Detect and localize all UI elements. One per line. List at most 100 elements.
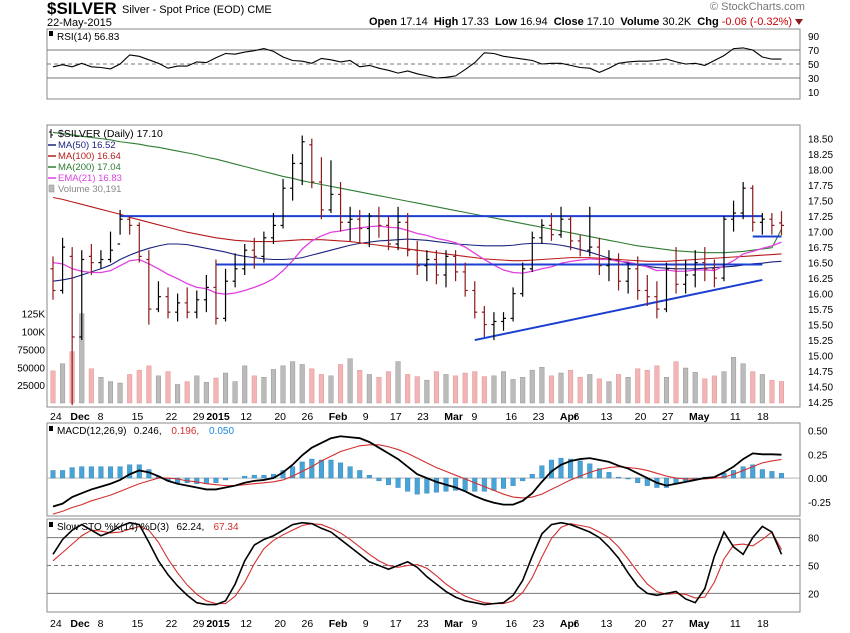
macd-histogram-bar xyxy=(60,470,66,479)
volume-value: 30.2K xyxy=(662,16,692,28)
volume-bar xyxy=(548,375,554,404)
price-tick-label-17.50: 17.50 xyxy=(808,197,833,208)
volume-bar xyxy=(721,371,727,404)
price-bar xyxy=(558,206,564,238)
price-bar xyxy=(731,200,737,232)
volume-bar xyxy=(280,365,286,404)
price-tick-label-17.00: 17.00 xyxy=(808,228,833,239)
volume-bar xyxy=(98,377,104,404)
volume-bar xyxy=(424,379,430,404)
volume-bar xyxy=(405,374,411,404)
sto-tick-label-20: 20 xyxy=(808,589,820,600)
volume-bar xyxy=(347,358,353,404)
macd-histogram-bar xyxy=(501,477,507,489)
price-legend-label: EMA(21) 16.83 xyxy=(58,173,122,184)
price-bar xyxy=(778,211,784,236)
sto-x-label: 13 xyxy=(601,618,613,630)
sto-legend-marker xyxy=(49,522,53,527)
macd-histogram-bar xyxy=(318,459,324,479)
price-bar xyxy=(184,287,190,319)
macd-histogram-bar xyxy=(472,477,478,492)
price-tick-label-14.50: 14.50 xyxy=(808,383,833,394)
macd-histogram-bar xyxy=(328,459,334,479)
price-bar xyxy=(60,237,66,294)
price-bar xyxy=(280,178,286,229)
volume-bar xyxy=(683,367,689,404)
volume-bar xyxy=(453,375,459,404)
price-bar xyxy=(759,213,765,235)
price-bar xyxy=(491,312,497,341)
volume-bar xyxy=(146,365,152,404)
volume-bar xyxy=(731,357,737,404)
sto-x-label: Mar xyxy=(444,618,463,630)
volume-bar xyxy=(175,384,181,404)
price-bar xyxy=(69,247,75,406)
price-bar xyxy=(261,231,267,263)
macd-line xyxy=(52,435,782,508)
sto-legend-part: Slow STO %K(14) %D(3) xyxy=(57,522,169,533)
volume-bar xyxy=(251,375,257,404)
volume-tick-label-25000: 25000 xyxy=(17,381,45,392)
price-x-label: 12 xyxy=(240,411,252,423)
price-x-label: 20 xyxy=(274,411,286,423)
volume-bar xyxy=(596,378,602,404)
volume-bar xyxy=(654,365,660,404)
macd-histogram-bar xyxy=(759,469,765,479)
volume-bar xyxy=(385,371,391,404)
macd-legend-part: MACD(12,26,9) xyxy=(57,426,126,437)
chg-value: -0.06 (-0.32%) xyxy=(721,16,793,28)
macd-histogram-bar xyxy=(366,474,372,479)
price-bar xyxy=(385,216,391,251)
volume-bar xyxy=(501,371,507,404)
macd-histogram-bar xyxy=(424,477,430,494)
price-bar xyxy=(117,209,123,245)
sto-x-label: Dec xyxy=(70,618,89,630)
price-bar xyxy=(635,256,641,300)
macd-histogram-bar xyxy=(778,473,784,479)
macd-histogram-bar xyxy=(510,477,516,486)
price-bar xyxy=(88,243,94,275)
price-bar xyxy=(711,259,717,288)
volume-bar xyxy=(529,369,535,404)
price-bar xyxy=(721,216,727,282)
volume-bar xyxy=(558,372,564,404)
price-bar xyxy=(357,209,363,244)
low-label: Low xyxy=(495,16,518,28)
volume-bar xyxy=(769,379,775,404)
volume-bar xyxy=(261,377,267,404)
price-bar xyxy=(108,231,114,263)
sto-tick-label-50: 50 xyxy=(808,562,820,573)
price-bar xyxy=(127,216,133,235)
macd-legend-part: 0.246, xyxy=(134,426,162,437)
macd-histogram-bar xyxy=(558,457,564,479)
price-bar xyxy=(548,213,554,241)
macd-histogram-bar xyxy=(539,465,545,479)
macd-tick-label-0.50: 0.50 xyxy=(808,427,828,438)
volume-bar xyxy=(232,381,238,404)
rsi-tick-label-50: 50 xyxy=(808,60,820,71)
volume-tick-label-75000: 75000 xyxy=(17,345,45,356)
macd-histogram-bar xyxy=(577,460,583,479)
price-x-label: 15 xyxy=(132,411,144,423)
volume-bar xyxy=(60,363,66,404)
sto-legend-part: 62.24, xyxy=(177,522,205,533)
sto-k-line xyxy=(52,521,783,606)
price-bar xyxy=(769,213,775,235)
price-bar xyxy=(290,154,296,201)
macd-histogram-bar xyxy=(405,477,411,492)
down-arrow-icon xyxy=(795,19,804,26)
volume-bar xyxy=(663,377,669,404)
price-bar xyxy=(242,243,248,275)
price-bar xyxy=(587,206,593,257)
price-x-label: 16 xyxy=(505,411,517,423)
ema21-line xyxy=(52,225,782,295)
price-x-label: 9 xyxy=(363,411,369,423)
price-tick-label-18.25: 18.25 xyxy=(808,150,833,161)
price-panel-frame xyxy=(46,124,801,408)
macd-histogram-bar xyxy=(385,477,391,485)
sto-x-label: 29 xyxy=(193,618,205,630)
sto-x-label: 9 xyxy=(471,618,477,630)
price-x-label: 20 xyxy=(635,411,647,423)
price-bar xyxy=(136,222,142,263)
price-bar xyxy=(472,281,478,319)
